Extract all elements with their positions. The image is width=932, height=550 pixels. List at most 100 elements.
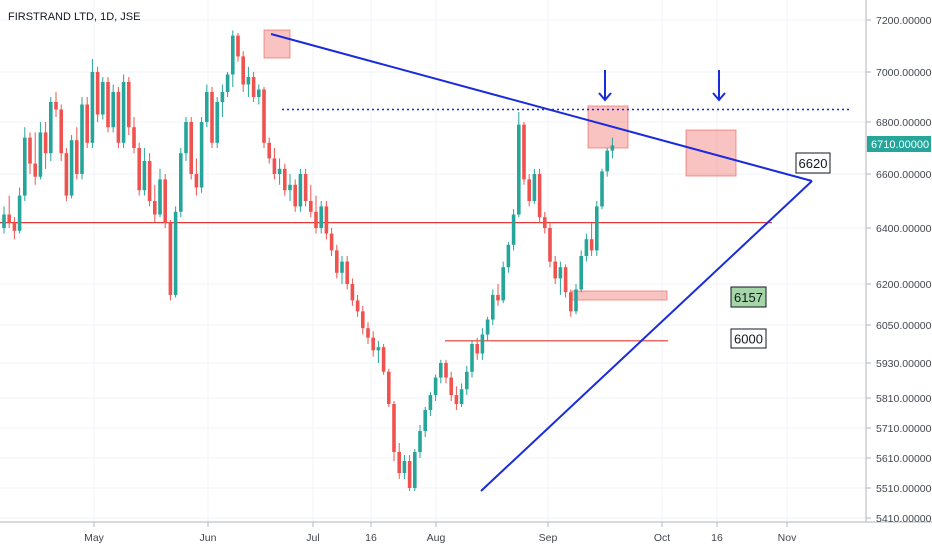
- candle-body: [137, 148, 141, 191]
- candle-body: [95, 72, 100, 115]
- candle-body: [298, 174, 303, 207]
- trendlines[interactable]: [270, 33, 813, 492]
- candle-body: [433, 377, 438, 396]
- candle-body: [569, 292, 573, 312]
- descending-trendline[interactable]: [270, 33, 813, 182]
- y-tick-label: 5710.00000: [876, 423, 932, 435]
- candle-body: [17, 195, 22, 231]
- candle-body: [288, 184, 292, 191]
- price-annotation-label: 6620: [799, 156, 828, 171]
- candle-body: [501, 267, 505, 301]
- current-price-badge: [867, 136, 931, 152]
- y-tick-label: 5610.00000: [876, 453, 932, 465]
- candle-body: [527, 179, 531, 201]
- candle-body: [262, 89, 266, 143]
- candle-body: [506, 244, 511, 268]
- candle-body: [64, 153, 69, 196]
- candle-body: [371, 337, 375, 351]
- x-tick-label: Aug: [427, 532, 446, 544]
- candle-body: [553, 261, 557, 279]
- chart-title: FIRSTRAND LTD, 1D, JSE: [8, 11, 140, 23]
- candle-body: [491, 294, 495, 320]
- candle-body: [532, 174, 537, 201]
- candle-body: [38, 132, 43, 177]
- arrow-markers: [598, 70, 726, 102]
- candle-body: [293, 184, 297, 207]
- y-tick-label: 5810.00000: [876, 393, 932, 405]
- y-tick-label: 5410.00000: [876, 513, 932, 525]
- candle-body: [43, 132, 48, 154]
- candle-body: [324, 206, 329, 234]
- candle-body: [33, 163, 37, 177]
- candle-body: [600, 171, 604, 207]
- arrow-head-icon: [598, 92, 612, 102]
- x-tick-label: May: [84, 532, 105, 544]
- candle-body: [121, 82, 126, 143]
- candle-body: [480, 334, 485, 354]
- candle-body: [345, 261, 349, 284]
- candle-body: [158, 179, 162, 215]
- grid-lines: [0, 0, 866, 522]
- y-tick-label: 6800.00000: [876, 117, 932, 129]
- candles: [2, 30, 615, 491]
- candle-body: [199, 122, 204, 188]
- candle-body: [366, 328, 370, 338]
- y-tick-label: 7000.00000: [876, 67, 932, 79]
- price-annotation-box: [795, 152, 831, 174]
- y-tick-label: 5510.00000: [876, 483, 932, 495]
- candle-body: [355, 300, 360, 312]
- candle-body: [116, 92, 121, 143]
- candle-body: [277, 168, 282, 174]
- candle-body: [251, 77, 256, 97]
- candle-body: [423, 410, 427, 431]
- candle-body: [402, 461, 407, 473]
- current-price-label: 6710.00000: [871, 139, 929, 151]
- y-tick-label: 6050.00000: [876, 320, 932, 332]
- candle-body: [314, 211, 318, 228]
- candle-body: [69, 140, 74, 196]
- candle-body: [179, 153, 183, 212]
- candle-body: [605, 150, 609, 172]
- y-tick-label: 6400.00000: [876, 223, 932, 235]
- candle-body: [610, 145, 615, 151]
- price-annotation-label: 6157: [734, 290, 763, 305]
- price-annotation-box: [730, 286, 767, 308]
- candle-body: [335, 250, 339, 273]
- candle-body: [90, 72, 95, 143]
- candle-body: [496, 294, 500, 301]
- time-axis[interactable]: May Jun Jul 16 Aug Sep Oct 16 Nov: [84, 522, 797, 544]
- candle-body: [407, 461, 412, 488]
- candle-body: [111, 92, 115, 128]
- candle-body: [543, 217, 547, 228]
- candle-body: [563, 267, 568, 293]
- candle-body: [215, 102, 219, 143]
- candle-body: [475, 344, 479, 354]
- candle-body: [309, 201, 313, 212]
- candle-body: [319, 206, 323, 228]
- x-tick-label: Sep: [539, 532, 558, 544]
- candle-body: [459, 389, 464, 404]
- x-tick-label: 16: [711, 532, 723, 544]
- candle-body: [28, 137, 32, 164]
- ascending-trendline[interactable]: [480, 180, 813, 492]
- price-axis[interactable]: 7200.00000 7000.00000 6800.00000 6600.00000…: [866, 15, 932, 525]
- candle-body: [537, 174, 542, 218]
- candle-body: [163, 179, 167, 223]
- candle-body: [241, 56, 245, 85]
- candle-body: [595, 206, 599, 251]
- candle-body: [392, 404, 396, 452]
- candle-body: [189, 122, 193, 174]
- x-tick-label: 16: [365, 532, 377, 544]
- candle-body: [465, 371, 469, 390]
- candle-body: [168, 222, 173, 295]
- candle-body: [267, 142, 271, 159]
- candle-body: [574, 289, 578, 312]
- candle-body: [517, 124, 521, 215]
- candle-body: [428, 395, 433, 410]
- candle-body: [485, 319, 490, 335]
- x-tick-label: Jul: [306, 532, 319, 544]
- x-tick-label: Nov: [778, 532, 797, 544]
- candle-body: [361, 311, 365, 329]
- annotations: 6620 6157 6000: [730, 152, 831, 349]
